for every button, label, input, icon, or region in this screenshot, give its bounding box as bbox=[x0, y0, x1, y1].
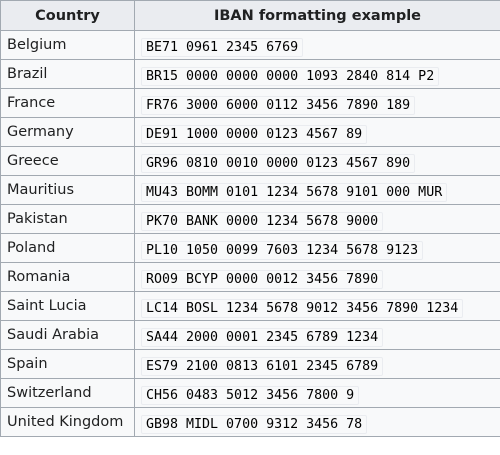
table-row: United Kingdom GB98 MIDL 0700 9312 3456 … bbox=[0, 407, 500, 437]
table-row: Romania RO09 BCYP 0000 0012 3456 7890 bbox=[0, 262, 500, 292]
iban-code: CH56 0483 5012 3456 7800 9 bbox=[141, 385, 360, 405]
country-cell: Saudi Arabia bbox=[0, 320, 135, 350]
iban-code: GB98 MIDL 0700 9312 3456 78 bbox=[141, 414, 368, 434]
iban-column-header: IBAN formatting example bbox=[134, 0, 500, 31]
table-row: Saudi Arabia SA44 2000 0001 2345 6789 12… bbox=[0, 320, 500, 350]
table-row: France FR76 3000 6000 0112 3456 7890 189 bbox=[0, 88, 500, 118]
iban-code: PK70 BANK 0000 1234 5678 9000 bbox=[141, 211, 384, 231]
iban-code: MU43 BOMM 0101 1234 5678 9101 000 MUR bbox=[141, 182, 448, 202]
iban-code: LC14 BOSL 1234 5678 9012 3456 7890 1234 bbox=[141, 298, 464, 318]
iban-examples-table: Country IBAN formatting example Belgium … bbox=[0, 0, 500, 437]
table-header-row: Country IBAN formatting example bbox=[0, 0, 500, 31]
iban-code: SA44 2000 0001 2345 6789 1234 bbox=[141, 327, 384, 347]
table-row: Switzerland CH56 0483 5012 3456 7800 9 bbox=[0, 378, 500, 408]
country-cell: Saint Lucia bbox=[0, 291, 135, 321]
table-row: Greece GR96 0810 0010 0000 0123 4567 890 bbox=[0, 146, 500, 176]
table-row: Poland PL10 1050 0099 7603 1234 5678 912… bbox=[0, 233, 500, 263]
table-row: Germany DE91 1000 0000 0123 4567 89 bbox=[0, 117, 500, 147]
country-cell: France bbox=[0, 88, 135, 118]
iban-code: BE71 0961 2345 6769 bbox=[141, 37, 304, 57]
country-cell: Spain bbox=[0, 349, 135, 379]
table-row: Spain ES79 2100 0813 6101 2345 6789 bbox=[0, 349, 500, 379]
iban-code: DE91 1000 0000 0123 4567 89 bbox=[141, 124, 368, 144]
iban-code: GR96 0810 0010 0000 0123 4567 890 bbox=[141, 153, 416, 173]
iban-code: PL10 1050 0099 7603 1234 5678 9123 bbox=[141, 240, 424, 260]
country-cell: Belgium bbox=[0, 30, 135, 60]
country-cell: Romania bbox=[0, 262, 135, 292]
table-row: Brazil BR15 0000 0000 0000 1093 2840 814… bbox=[0, 59, 500, 89]
table-body: Belgium BE71 0961 2345 6769 Brazil BR15 … bbox=[0, 30, 500, 437]
iban-code: BR15 0000 0000 0000 1093 2840 814 P2 bbox=[141, 66, 440, 86]
iban-code: FR76 3000 6000 0112 3456 7890 189 bbox=[141, 95, 416, 115]
iban-code: ES79 2100 0813 6101 2345 6789 bbox=[141, 356, 384, 376]
table-row: Belgium BE71 0961 2345 6769 bbox=[0, 30, 500, 60]
country-cell: Pakistan bbox=[0, 204, 135, 234]
country-cell: Switzerland bbox=[0, 378, 135, 408]
country-cell: Germany bbox=[0, 117, 135, 147]
table-row: Pakistan PK70 BANK 0000 1234 5678 9000 bbox=[0, 204, 500, 234]
country-cell: United Kingdom bbox=[0, 407, 135, 437]
country-cell: Mauritius bbox=[0, 175, 135, 205]
country-column-header: Country bbox=[0, 0, 135, 31]
iban-code: RO09 BCYP 0000 0012 3456 7890 bbox=[141, 269, 384, 289]
table-row: Saint Lucia LC14 BOSL 1234 5678 9012 345… bbox=[0, 291, 500, 321]
country-cell: Greece bbox=[0, 146, 135, 176]
table-row: Mauritius MU43 BOMM 0101 1234 5678 9101 … bbox=[0, 175, 500, 205]
country-cell: Brazil bbox=[0, 59, 135, 89]
country-cell: Poland bbox=[0, 233, 135, 263]
